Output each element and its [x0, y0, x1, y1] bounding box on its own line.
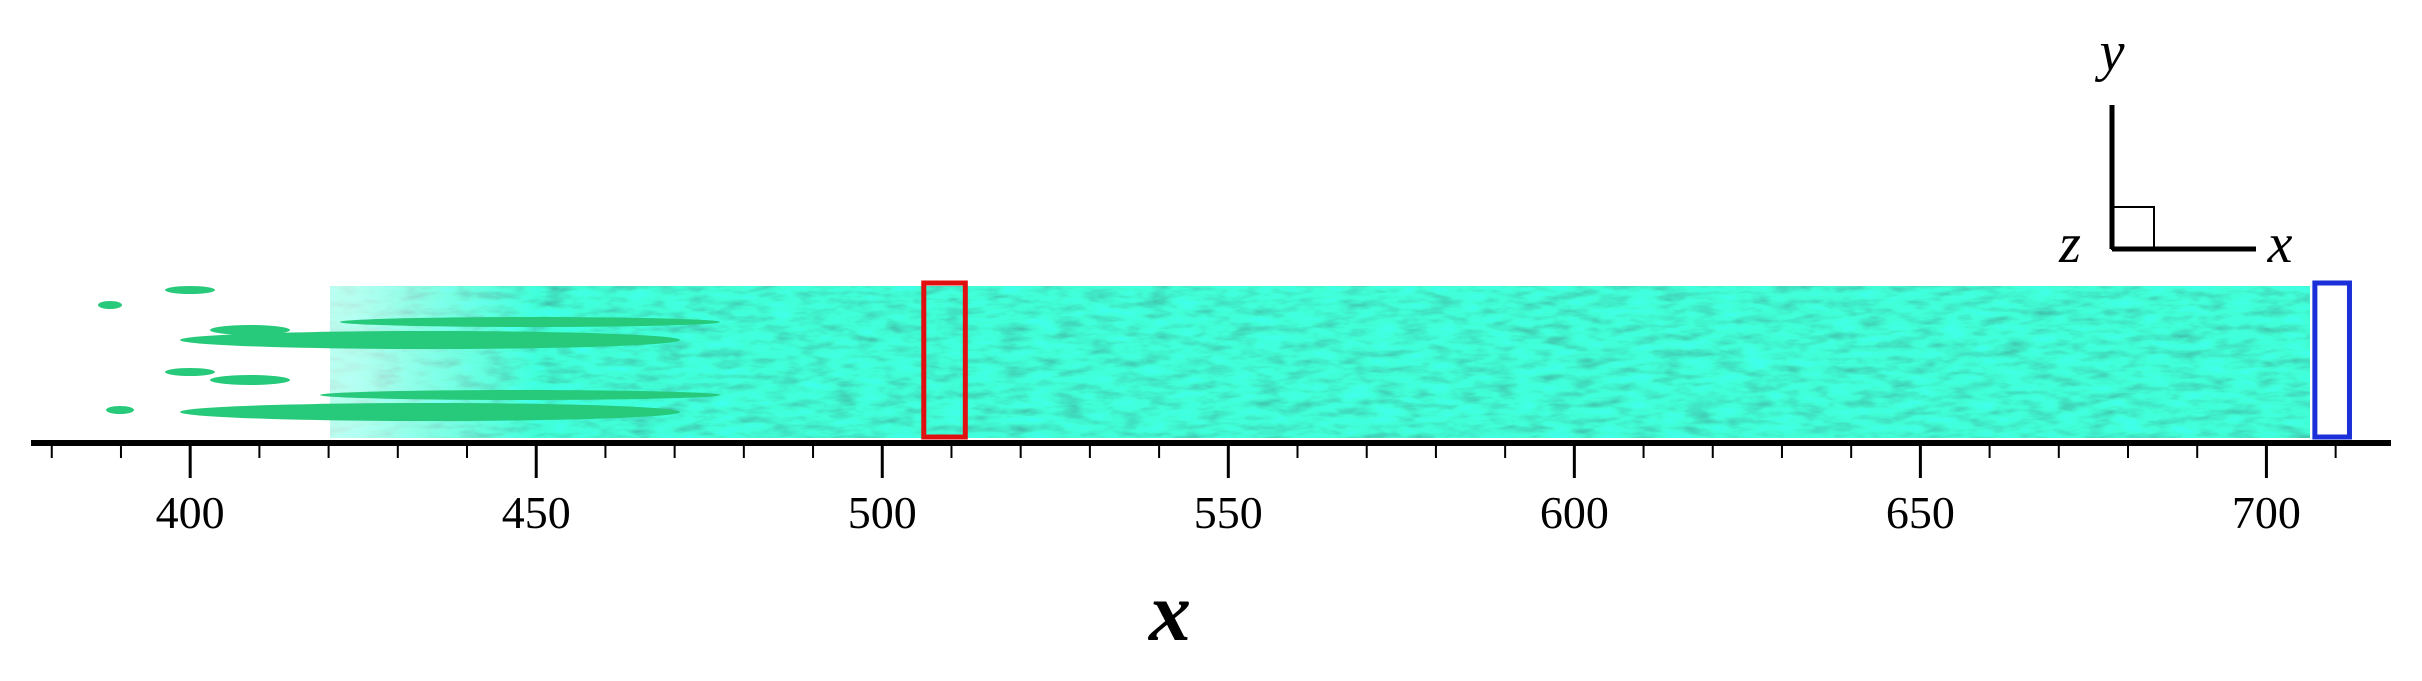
x-tick-label: 450 [502, 487, 571, 538]
x-tick-label: 600 [1540, 487, 1609, 538]
flow-field [90, 280, 2320, 442]
triad-label: x [2267, 213, 2293, 275]
triad: y z x [2058, 21, 2292, 275]
x-axis-title: x [1147, 566, 1191, 659]
x-tick-label: 500 [848, 487, 917, 538]
streaks [98, 286, 720, 421]
triad-label: y [2095, 21, 2125, 83]
region-box [921, 280, 968, 440]
x-tick-label: 650 [1886, 487, 1955, 538]
region-box [2312, 280, 2352, 440]
x-tick-label: 550 [1194, 487, 1263, 538]
x-tick-label: 400 [156, 487, 225, 538]
x-tick-label: 700 [2232, 487, 2301, 538]
triad-label: z [2058, 213, 2081, 275]
